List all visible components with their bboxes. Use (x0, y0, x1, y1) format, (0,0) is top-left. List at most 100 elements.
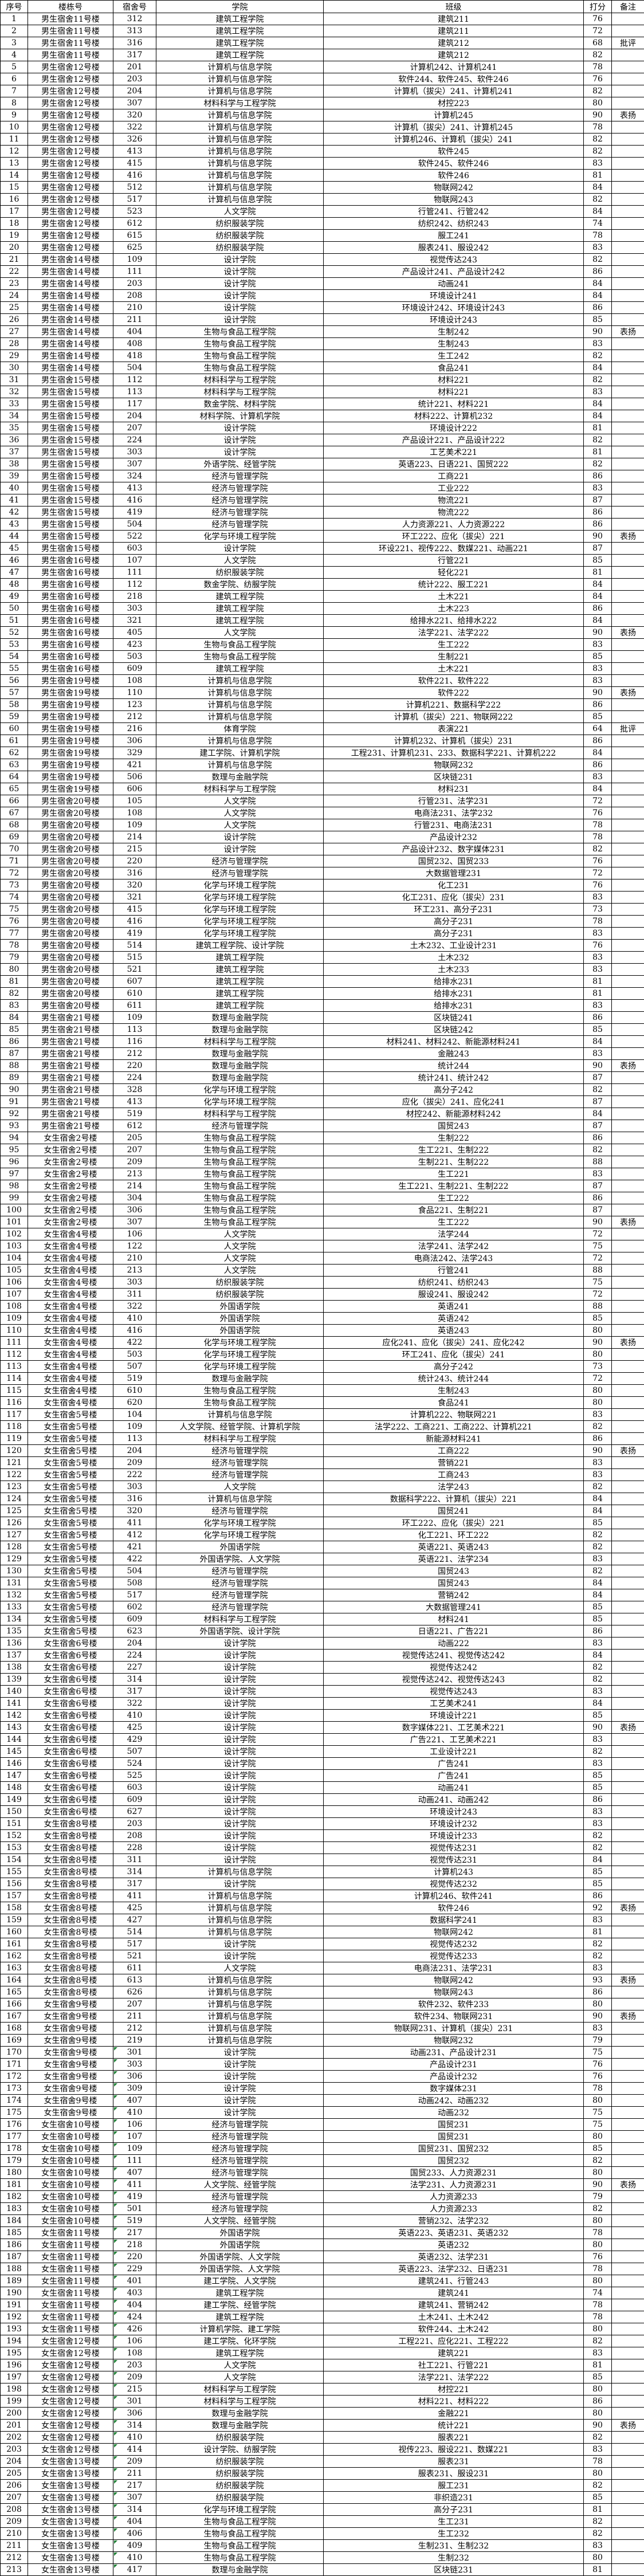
cell-seq[interactable]: 111 (1, 1337, 28, 1349)
cell-remark[interactable] (612, 194, 644, 206)
column-header-classes[interactable]: 班级 (324, 1, 584, 13)
cell-college[interactable]: 经济与管理学院 (156, 482, 324, 494)
cell-college[interactable]: 经济与管理学院 (156, 2131, 324, 2143)
cell-score[interactable]: 90 (584, 2010, 612, 2023)
cell-score[interactable]: 83 (584, 1469, 612, 1481)
cell-college[interactable]: 材料科学与工程学院 (156, 2383, 324, 2396)
cell-remark[interactable] (612, 1565, 644, 1577)
cell-score[interactable]: 82 (584, 434, 612, 446)
cell-remark[interactable] (612, 1156, 644, 1168)
cell-remark[interactable] (612, 242, 644, 254)
cell-room[interactable]: 504 (113, 1565, 156, 1577)
cell-building[interactable]: 女生宿舍12号楼 (28, 2347, 113, 2359)
cell-building[interactable]: 女生宿舍2号楼 (28, 1144, 113, 1156)
cell-seq[interactable]: 20 (1, 242, 28, 254)
cell-college[interactable]: 化学与环境工程学院 (156, 2504, 324, 2516)
cell-building[interactable]: 女生宿舍5号楼 (28, 1565, 113, 1577)
cell-college[interactable]: 建筑工程学院 (156, 2311, 324, 2323)
cell-room[interactable]: 609 (113, 1613, 156, 1625)
cell-score[interactable]: 68 (584, 37, 612, 49)
cell-score[interactable]: 90 (584, 1060, 612, 1072)
cell-room[interactable]: 424 (113, 2311, 156, 2323)
cell-score[interactable]: 90 (584, 1216, 612, 1228)
cell-college[interactable]: 生物与食品工程学院 (156, 1192, 324, 1204)
cell-room[interactable]: 329 (113, 747, 156, 759)
cell-college[interactable]: 数理与金融学院 (156, 1072, 324, 1084)
cell-building[interactable]: 女生宿舍12号楼 (28, 2383, 113, 2396)
cell-classes[interactable]: 广告241 (324, 1770, 584, 1782)
cell-building[interactable]: 男生宿舍20号楼 (28, 964, 113, 976)
cell-college[interactable]: 纺织服装学院 (156, 230, 324, 242)
cell-classes[interactable]: 动画241、动画242 (324, 1794, 584, 1806)
cell-seq[interactable]: 92 (1, 1108, 28, 1120)
cell-seq[interactable]: 105 (1, 1265, 28, 1277)
cell-college[interactable]: 建筑工程学院 (156, 2347, 324, 2359)
cell-building[interactable]: 女生宿舍6号楼 (28, 1734, 113, 1746)
cell-college[interactable]: 化学与环境工程学院 (156, 904, 324, 916)
cell-classes[interactable]: 土木233 (324, 964, 584, 976)
column-header-score[interactable]: 打分 (584, 1, 612, 13)
cell-building[interactable]: 女生宿舍8号楼 (28, 1986, 113, 1998)
cell-seq[interactable]: 208 (1, 2504, 28, 2516)
cell-building[interactable]: 男生宿舍11号楼 (28, 37, 113, 49)
cell-college[interactable]: 经济与管理学院 (156, 470, 324, 482)
cell-remark[interactable]: 表扬 (612, 2010, 644, 2023)
cell-college[interactable]: 设计学院 (156, 2059, 324, 2071)
cell-classes[interactable]: 产品设计241、产品设计242 (324, 266, 584, 278)
cell-seq[interactable]: 195 (1, 2347, 28, 2359)
cell-remark[interactable] (612, 1770, 644, 1782)
cell-score[interactable]: 73 (584, 1361, 612, 1373)
cell-seq[interactable]: 26 (1, 314, 28, 326)
cell-room[interactable]: 517 (113, 1938, 156, 1950)
cell-seq[interactable]: 2 (1, 25, 28, 37)
column-header-room[interactable]: 宿舍号 (113, 1, 156, 13)
cell-room[interactable]: 106 (113, 2335, 156, 2347)
cell-seq[interactable]: 171 (1, 2059, 28, 2071)
cell-seq[interactable]: 172 (1, 2071, 28, 2083)
cell-classes[interactable]: 材料241 (324, 1613, 584, 1625)
cell-remark[interactable] (612, 1277, 644, 1289)
cell-remark[interactable] (612, 831, 644, 843)
cell-college[interactable]: 材料科学与工程学院 (156, 783, 324, 795)
cell-seq[interactable]: 37 (1, 446, 28, 458)
cell-seq[interactable]: 100 (1, 1204, 28, 1216)
cell-classes[interactable]: 法学243 (324, 1481, 584, 1493)
cell-college[interactable]: 设计学院 (156, 1854, 324, 1866)
cell-college[interactable]: 经济与管理学院 (156, 1601, 324, 1613)
cell-classes[interactable]: 土木223 (324, 603, 584, 615)
cell-classes[interactable]: 材料241、材料242、新能源材料241 (324, 1036, 584, 1048)
cell-score[interactable]: 85 (584, 1613, 612, 1625)
cell-room[interactable]: 320 (113, 1505, 156, 1517)
cell-seq[interactable]: 161 (1, 1938, 28, 1950)
cell-college[interactable]: 生物与食品工程学院 (156, 1156, 324, 1168)
cell-remark[interactable] (612, 338, 644, 350)
cell-college[interactable]: 生物与食品工程学院 (156, 2552, 324, 2564)
cell-college[interactable]: 人文学院、经管学院、计算机学院 (156, 1421, 324, 1433)
cell-remark[interactable] (612, 2119, 644, 2131)
cell-classes[interactable]: 金融221 (324, 2408, 584, 2420)
cell-classes[interactable]: 国贸243 (324, 1577, 584, 1589)
cell-building[interactable]: 男生宿舍15号楼 (28, 506, 113, 519)
cell-seq[interactable]: 123 (1, 1481, 28, 1493)
cell-room[interactable]: 602 (113, 1601, 156, 1613)
cell-remark[interactable] (612, 2528, 644, 2540)
cell-remark[interactable] (612, 2227, 644, 2239)
cell-room[interactable]: 623 (113, 1625, 156, 1638)
cell-remark[interactable] (612, 85, 644, 97)
cell-building[interactable]: 女生宿舍5号楼 (28, 1613, 113, 1625)
cell-college[interactable]: 材料科学与工程学院 (156, 1108, 324, 1120)
cell-seq[interactable]: 45 (1, 543, 28, 555)
cell-classes[interactable]: 电商法231、法学232 (324, 807, 584, 819)
cell-remark[interactable] (612, 254, 644, 266)
cell-building[interactable]: 男生宿舍20号楼 (28, 952, 113, 964)
cell-seq[interactable]: 152 (1, 1830, 28, 1842)
cell-building[interactable]: 女生宿舍9号楼 (28, 2059, 113, 2071)
cell-classes[interactable]: 大数据管理231 (324, 867, 584, 879)
cell-classes[interactable]: 物流222 (324, 506, 584, 519)
cell-college[interactable]: 生物与食品工程学院 (156, 1216, 324, 1228)
cell-college[interactable]: 经济与管理学院 (156, 2143, 324, 2155)
cell-remark[interactable] (612, 1096, 644, 1108)
cell-room[interactable]: 627 (113, 1806, 156, 1818)
cell-room[interactable]: 525 (113, 1770, 156, 1782)
cell-college[interactable]: 计算机与信息学院 (156, 1914, 324, 1926)
